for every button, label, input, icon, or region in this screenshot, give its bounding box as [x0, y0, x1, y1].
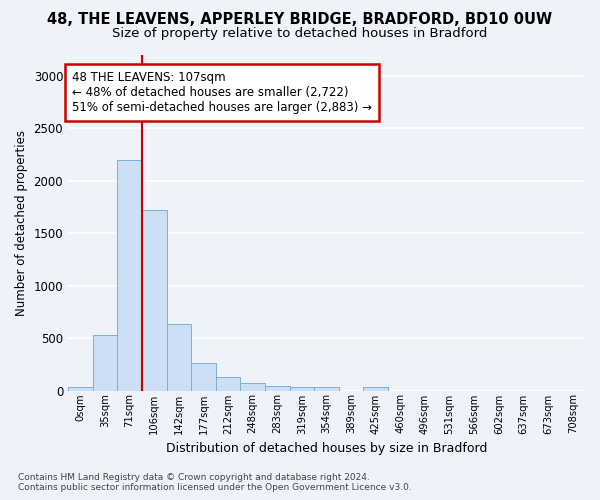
Text: 48 THE LEAVENS: 107sqm
← 48% of detached houses are smaller (2,722)
51% of semi-: 48 THE LEAVENS: 107sqm ← 48% of detached… [72, 70, 372, 114]
Bar [68, 388, 92, 390]
Bar [191, 362, 216, 390]
Text: 48, THE LEAVENS, APPERLEY BRIDGE, BRADFORD, BD10 0UW: 48, THE LEAVENS, APPERLEY BRIDGE, BRADFO… [47, 12, 553, 28]
Bar [117, 160, 142, 390]
Y-axis label: Number of detached properties: Number of detached properties [15, 130, 28, 316]
Bar [142, 210, 167, 390]
Bar [167, 324, 191, 390]
Bar [314, 387, 339, 390]
X-axis label: Distribution of detached houses by size in Bradford: Distribution of detached houses by size … [166, 442, 487, 455]
Text: Size of property relative to detached houses in Bradford: Size of property relative to detached ho… [112, 28, 488, 40]
Text: Contains HM Land Registry data © Crown copyright and database right 2024.
Contai: Contains HM Land Registry data © Crown c… [18, 473, 412, 492]
Bar [265, 386, 290, 390]
Bar [216, 377, 241, 390]
Bar [364, 388, 388, 390]
Bar [92, 336, 117, 390]
Bar [290, 386, 314, 390]
Bar [241, 383, 265, 390]
